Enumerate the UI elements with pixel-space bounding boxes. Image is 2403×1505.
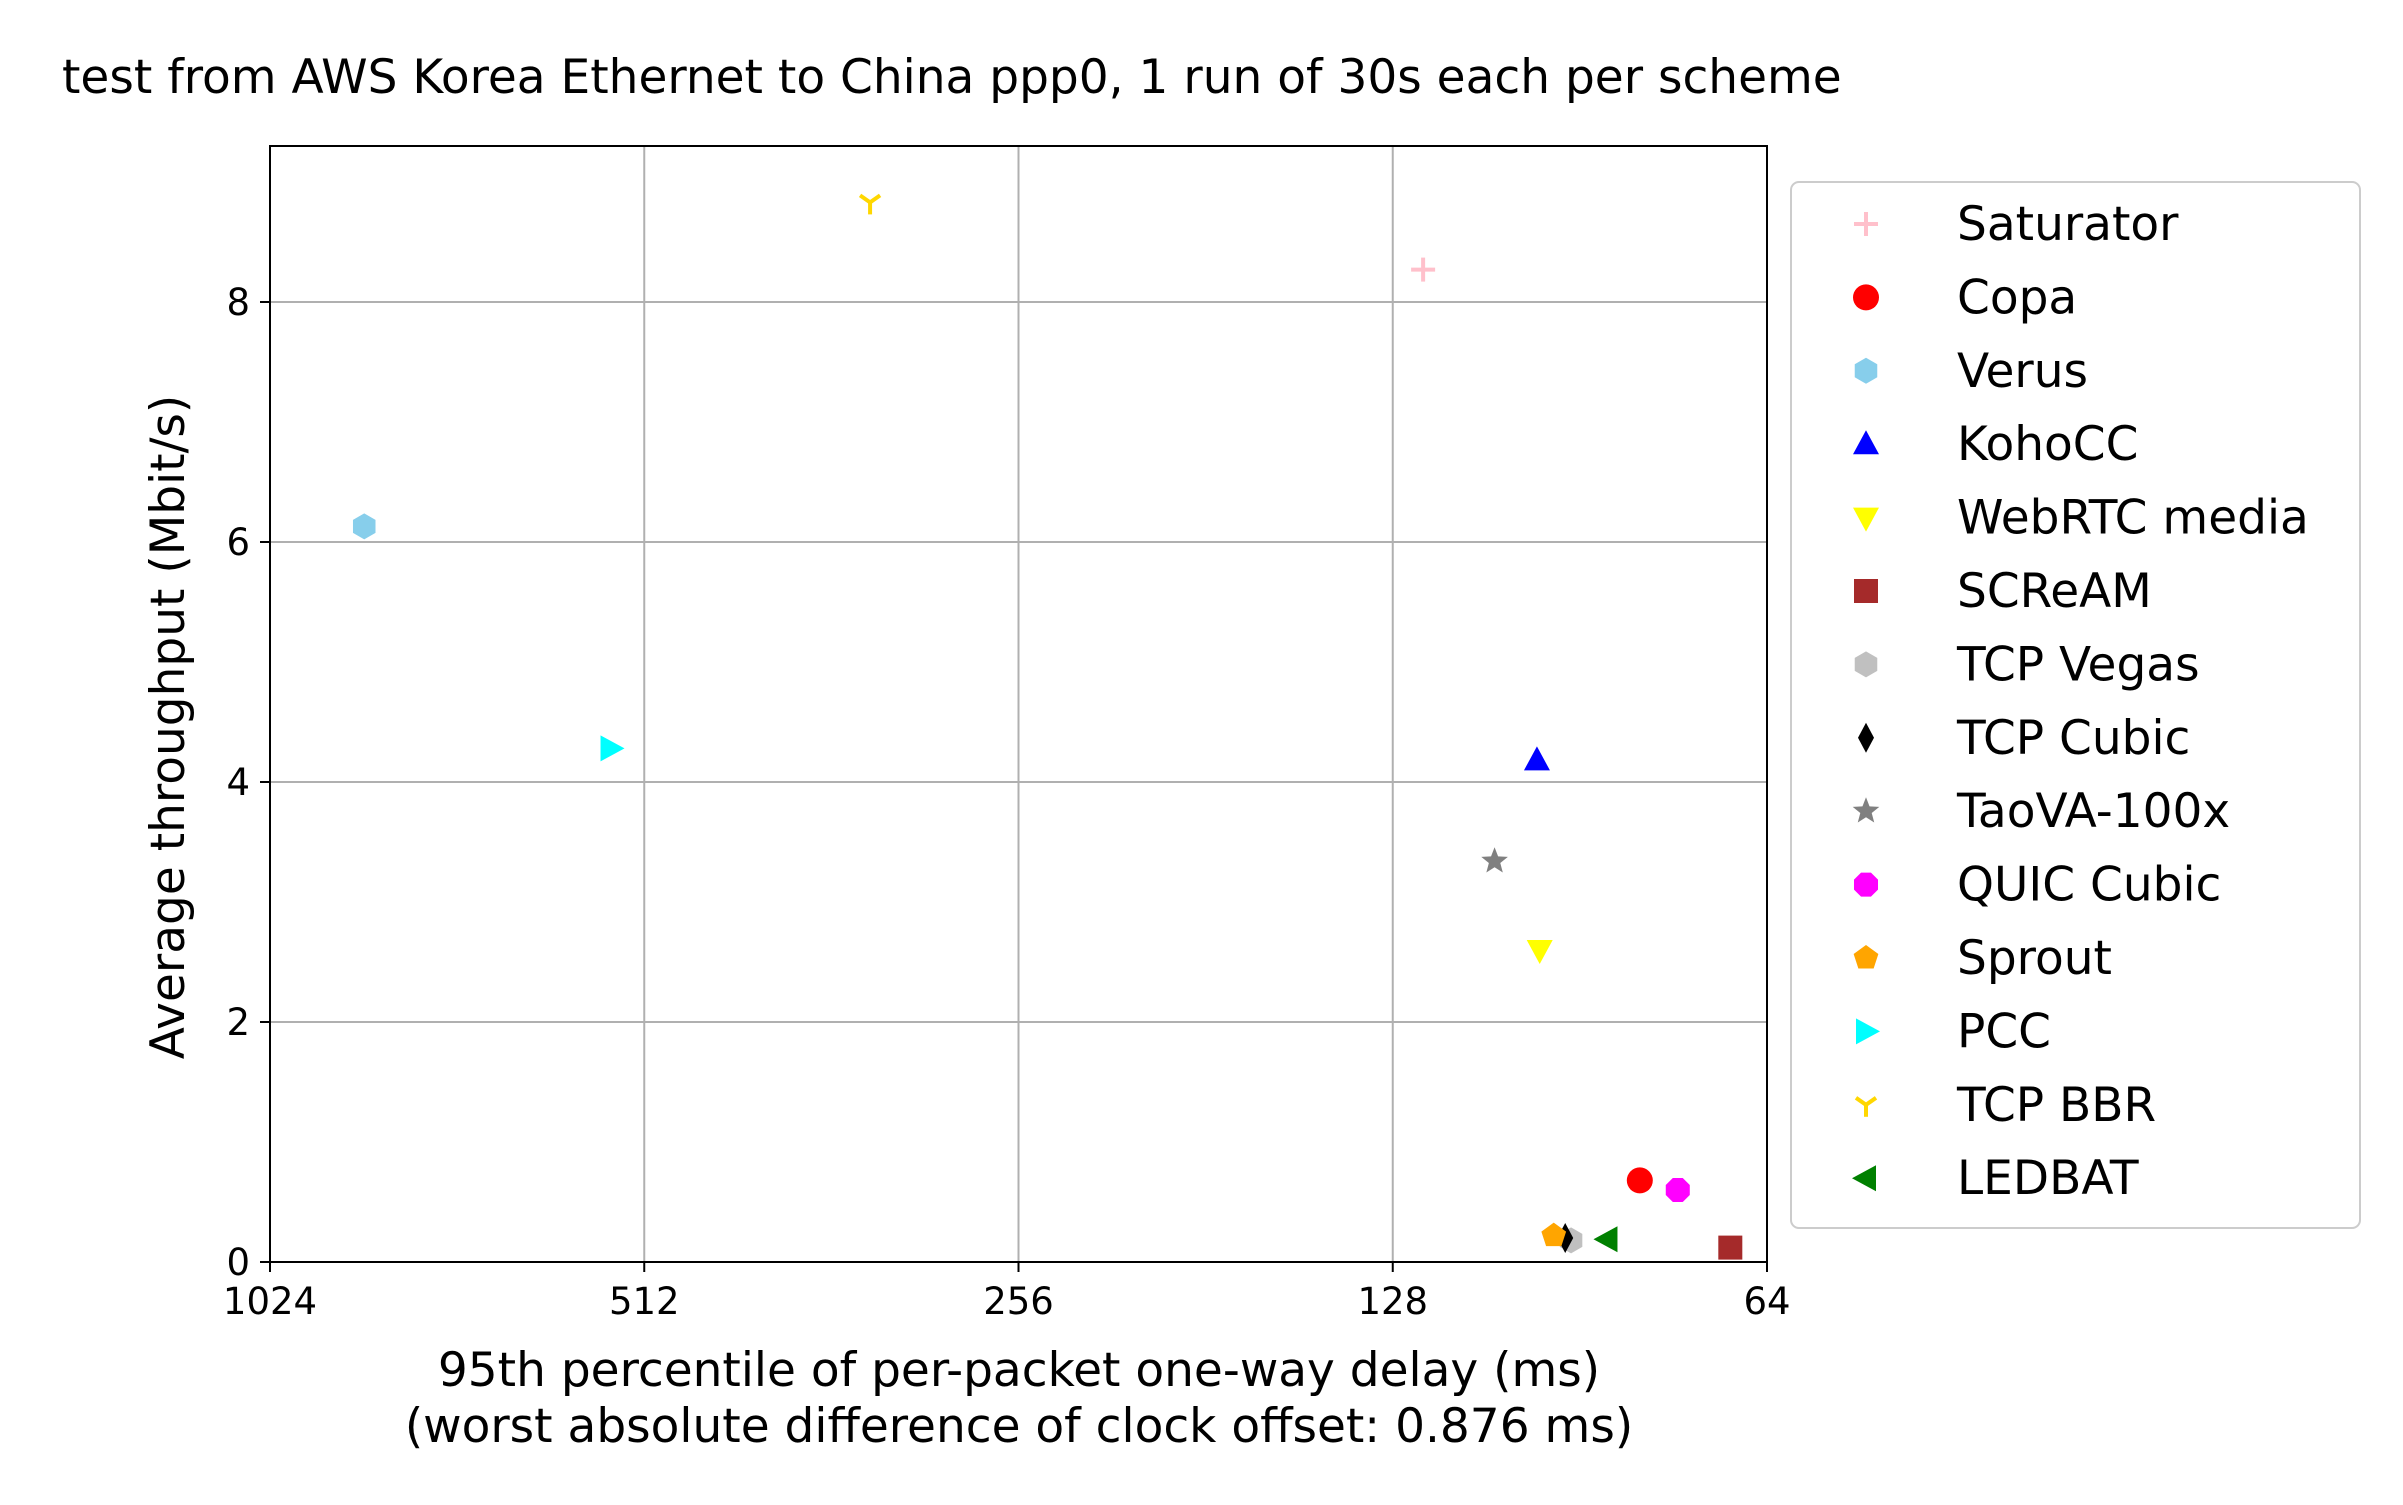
point-scream bbox=[1718, 1235, 1743, 1260]
legend-label-copa: Copa bbox=[1957, 270, 2077, 325]
legend-marker-pcc bbox=[1856, 1018, 1880, 1045]
legend-label-ledbat: LEDBAT bbox=[1957, 1151, 2139, 1206]
point-saturator bbox=[1411, 257, 1436, 282]
legend-marker-saturator bbox=[1854, 212, 1878, 236]
legend-marker-scream bbox=[1854, 579, 1878, 603]
legend: Saturator Copa Verus KohoCC WebRTC media SCRe… bbox=[1790, 181, 2361, 1229]
data-points bbox=[352, 193, 1743, 1260]
legend-label-tcp-vegas: TCP Vegas bbox=[1956, 637, 2200, 692]
point-taova-100x bbox=[1481, 847, 1508, 873]
y-tick-label: 0 bbox=[226, 1241, 250, 1284]
x-tick-label: 64 bbox=[1743, 1280, 1790, 1323]
point-verus bbox=[352, 513, 376, 540]
y-tick-label: 6 bbox=[226, 521, 250, 564]
legend-marker-ledbat bbox=[1852, 1165, 1876, 1192]
legend-marker-quic-cubic bbox=[1853, 872, 1879, 897]
legend-label-taova-100x: TaoVA-100x bbox=[1956, 784, 2230, 839]
legend-label-verus: Verus bbox=[1957, 344, 2088, 399]
legend-marker-copa bbox=[1853, 284, 1879, 311]
legend-marker-kohocc bbox=[1853, 430, 1879, 455]
x-axis-label-line1: 95th percentile of per-packet one-way de… bbox=[438, 1343, 1600, 1398]
x-tick-label: 512 bbox=[609, 1280, 680, 1323]
legend-marker-tcp-vegas bbox=[1854, 651, 1878, 678]
axis-ticks: 1024 512 256 128 64 0 2 4 6 8 bbox=[223, 281, 1791, 1323]
chart-title: test from AWS Korea Ethernet to China pp… bbox=[62, 50, 1842, 105]
legend-marker-sprout bbox=[1853, 945, 1879, 969]
y-tick-label: 4 bbox=[226, 761, 250, 804]
legend-marker-webrtc-media bbox=[1853, 507, 1879, 532]
legend-label-tcp-bbr: TCP BBR bbox=[1956, 1078, 2156, 1133]
legend-label-tcp-cubic: TCP Cubic bbox=[1956, 711, 2190, 766]
y-tick-label: 2 bbox=[226, 1001, 250, 1044]
y-tick-label: 8 bbox=[226, 281, 250, 324]
legend-marker-taova-100x bbox=[1852, 797, 1880, 823]
legend-label-webrtc-media: WebRTC media bbox=[1957, 491, 2309, 546]
x-tick-label: 128 bbox=[1357, 1280, 1428, 1323]
point-ledbat bbox=[1593, 1226, 1618, 1253]
legend-marker-verus bbox=[1854, 357, 1878, 384]
legend-label-pcc: PCC bbox=[1957, 1004, 2051, 1059]
point-webrtc-media bbox=[1526, 940, 1553, 964]
point-kohocc bbox=[1523, 746, 1550, 771]
point-sprout bbox=[1541, 1222, 1567, 1247]
legend-label-kohocc: KohoCC bbox=[1957, 417, 2138, 472]
legend-label-sprout: Sprout bbox=[1957, 931, 2112, 986]
x-axis-label-line2: (worst absolute difference of clock offs… bbox=[405, 1399, 1633, 1454]
legend-marker-tcp-bbr bbox=[1854, 1096, 1878, 1117]
point-pcc bbox=[600, 735, 625, 762]
point-tcp-bbr bbox=[858, 193, 882, 215]
point-quic-cubic bbox=[1665, 1177, 1690, 1203]
y-axis-label: Average throughput (Mbit/s) bbox=[141, 395, 196, 1059]
point-copa bbox=[1626, 1167, 1653, 1194]
legend-label-saturator: Saturator bbox=[1957, 197, 2179, 252]
x-tick-label: 1024 bbox=[223, 1280, 317, 1323]
legend-marker-tcp-cubic bbox=[1858, 722, 1874, 753]
legend-label-scream: SCReAM bbox=[1957, 564, 2152, 619]
legend-label-quic-cubic: QUIC Cubic bbox=[1957, 858, 2221, 913]
x-tick-label: 256 bbox=[983, 1280, 1054, 1323]
legend-box bbox=[1790, 181, 2361, 1229]
